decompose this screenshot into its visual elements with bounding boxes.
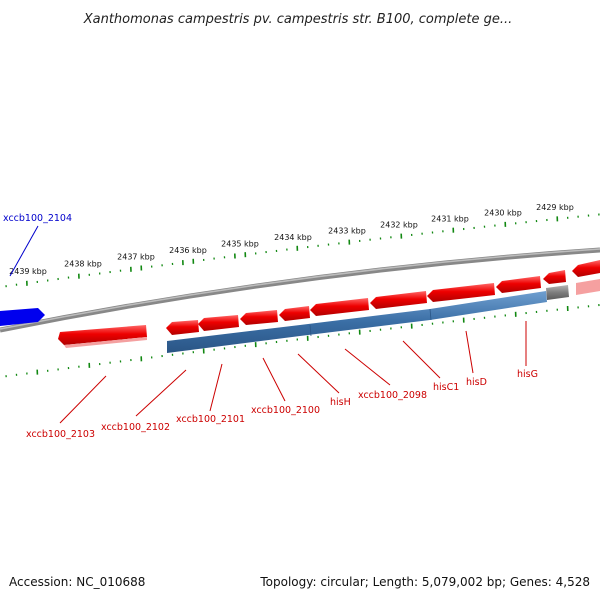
label-hisG[interactable]: hisG bbox=[517, 369, 538, 380]
tick-label: 2439 kbp bbox=[9, 267, 47, 276]
genome-info-text: Topology: circular; Length: 5,079,002 bp… bbox=[259, 575, 590, 589]
tick-label: 2437 kbp bbox=[117, 253, 155, 262]
leader-xccb100_2101 bbox=[210, 364, 222, 411]
gene-hisD[interactable] bbox=[427, 283, 495, 302]
gene-hisZ[interactable] bbox=[543, 270, 566, 284]
leader-hisD bbox=[466, 331, 473, 373]
label-xccb100_2100[interactable]: xccb100_2100 bbox=[251, 405, 320, 416]
gene-xccb100_2100[interactable] bbox=[240, 310, 278, 325]
tick-label: 2432 kbp bbox=[380, 220, 418, 229]
leader-xccb100_2103 bbox=[60, 376, 106, 423]
tick-label: 2433 kbp bbox=[328, 226, 366, 235]
label-xccb100_2104[interactable]: xccb100_2104 bbox=[3, 213, 72, 224]
gene-xccb100_2098[interactable] bbox=[310, 298, 369, 316]
label-leader-lines bbox=[10, 226, 526, 423]
gene-hisH[interactable] bbox=[279, 306, 310, 321]
leader-xccb100_2100 bbox=[263, 358, 285, 401]
gene-reverse-gray[interactable] bbox=[546, 285, 569, 300]
tick-label: 2438 kbp bbox=[64, 260, 102, 269]
leader-xccb100_2102 bbox=[136, 370, 186, 416]
accession-text: Accession: NC_010688 bbox=[9, 575, 145, 589]
tick-labels: 2439 kbp 2438 kbp 2437 kbp 2436 kbp 2435 kbp… bbox=[9, 203, 574, 276]
tick-label: 2435 kbp bbox=[221, 239, 259, 248]
tick-label: 2434 kbp bbox=[274, 233, 312, 242]
map-title: Xanthomonas campestris pv. campestris st… bbox=[83, 12, 513, 27]
label-hisC1[interactable]: hisC1 bbox=[433, 382, 459, 393]
gene-hisG[interactable] bbox=[496, 276, 541, 293]
tick-label: 2436 kbp bbox=[169, 246, 207, 255]
tick-label: 2429 kbp bbox=[536, 203, 574, 212]
gene-labels: xccb100_2104 xccb100_2103 xccb100_2102 x… bbox=[3, 213, 538, 440]
gene-xccb100_2102[interactable] bbox=[166, 320, 199, 335]
label-hisD[interactable]: hisD bbox=[466, 377, 487, 388]
leader-xccb100_2098 bbox=[345, 349, 390, 385]
label-xccb100_2098[interactable]: xccb100_2098 bbox=[358, 390, 427, 401]
leader-hisH bbox=[298, 354, 339, 393]
label-xccb100_2101[interactable]: xccb100_2101 bbox=[176, 414, 245, 425]
tick-label: 2431 kbp bbox=[431, 215, 469, 224]
label-xccb100_2102[interactable]: xccb100_2102 bbox=[101, 422, 170, 433]
label-hisH[interactable]: hisH bbox=[330, 397, 351, 408]
gene-offscreen-right[interactable] bbox=[572, 260, 600, 277]
gene-offscreen-right-faded bbox=[576, 279, 600, 295]
gene-hisC1[interactable] bbox=[370, 291, 427, 309]
label-xccb100_2103[interactable]: xccb100_2103 bbox=[26, 429, 95, 440]
gene-xccb100_2101[interactable] bbox=[198, 315, 239, 331]
tick-label: 2430 kbp bbox=[484, 209, 522, 218]
leader-hisC1 bbox=[403, 341, 440, 378]
outer-tick-scale bbox=[6, 214, 599, 288]
